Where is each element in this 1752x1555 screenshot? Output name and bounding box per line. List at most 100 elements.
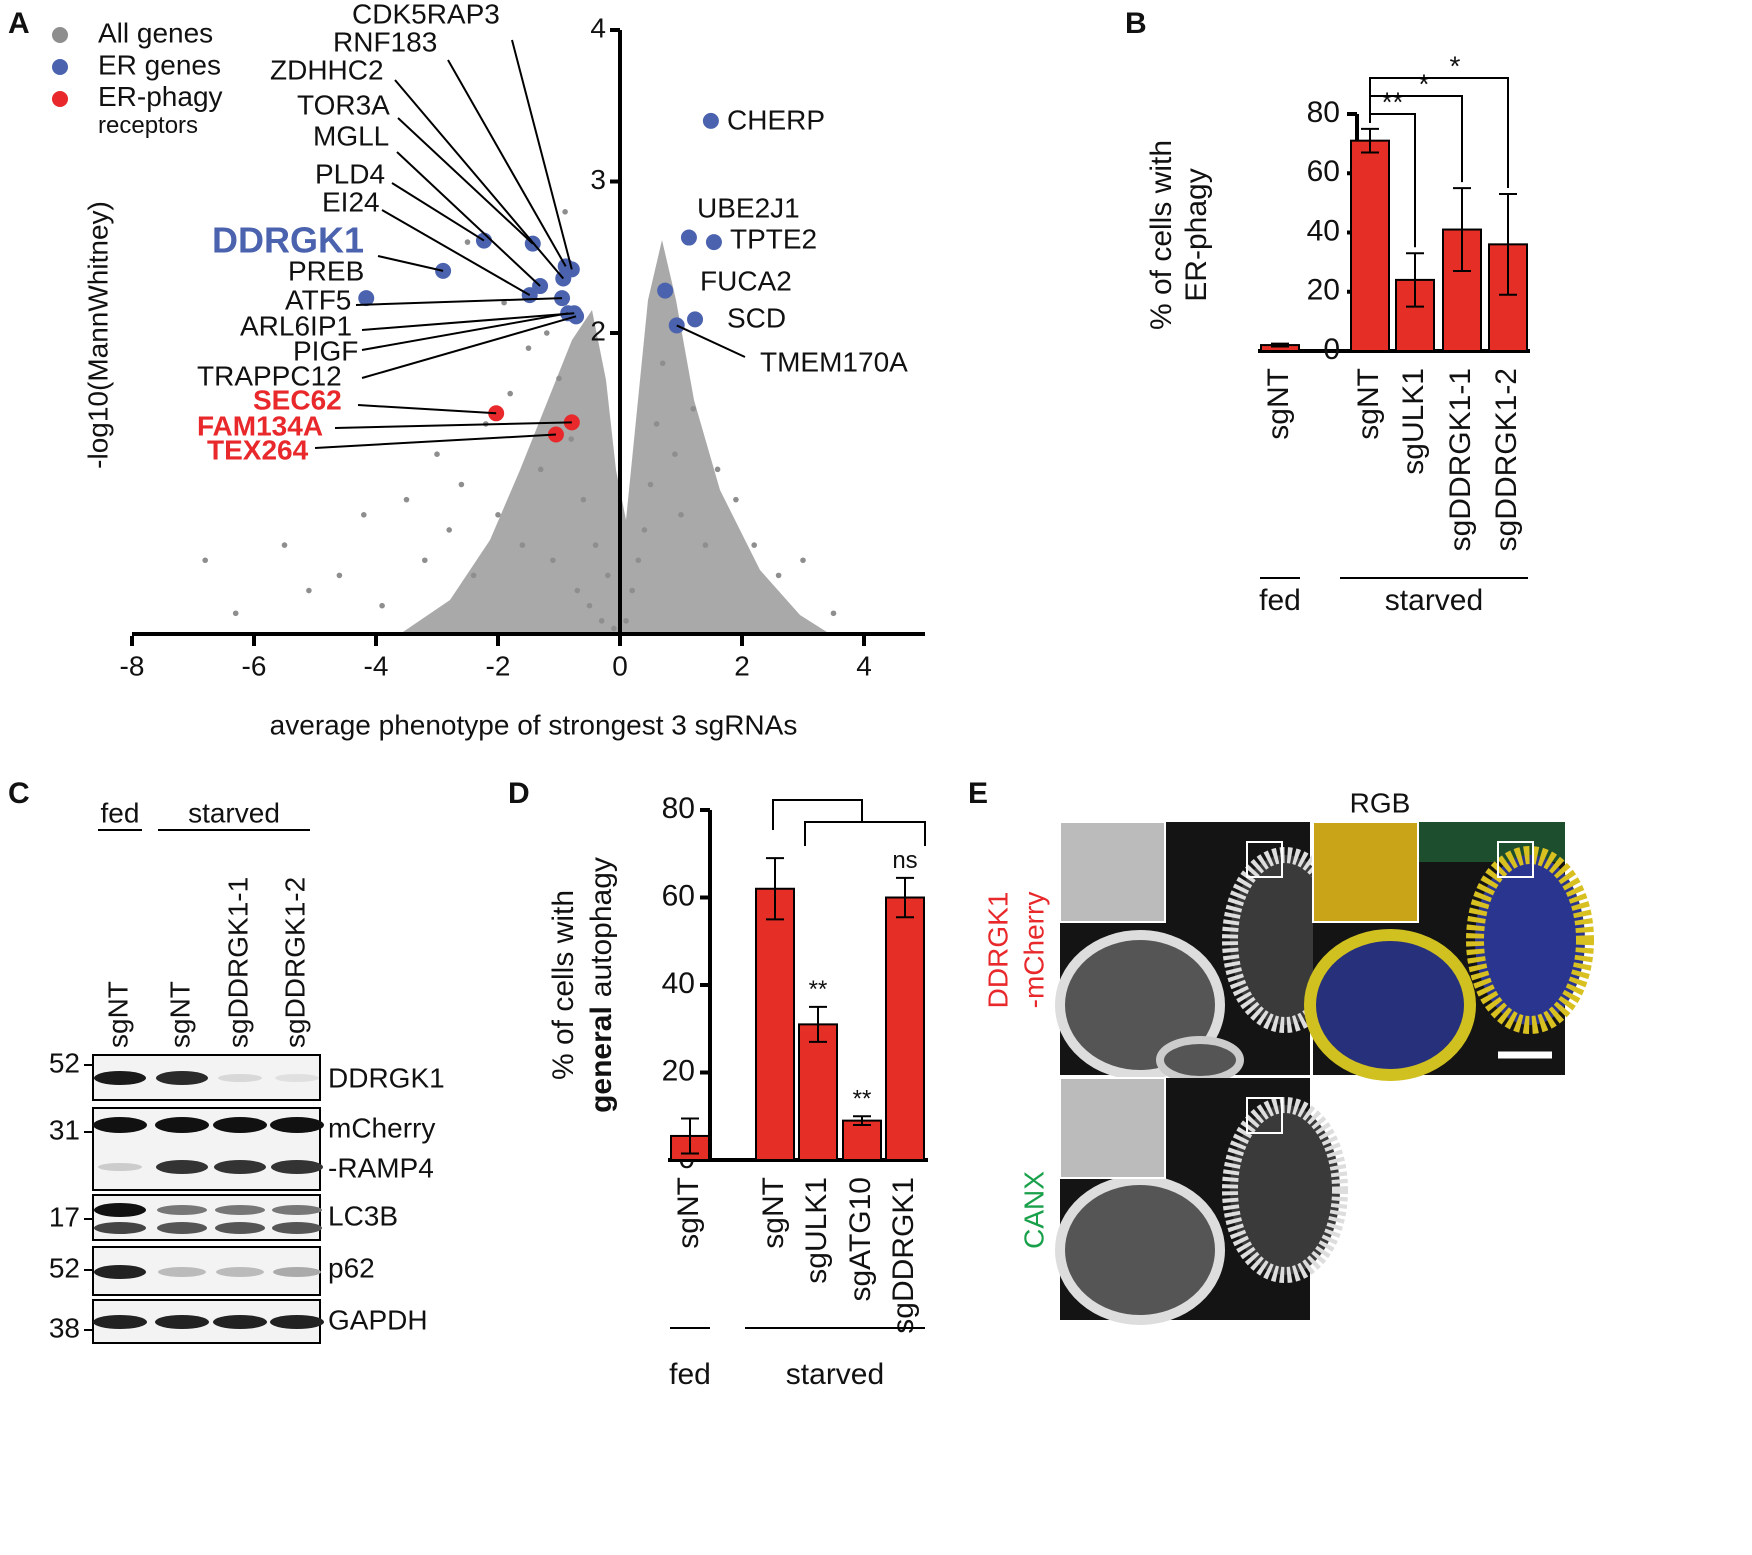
leader-line <box>447 59 567 267</box>
point <box>556 375 562 382</box>
band-label: -RAMP4 <box>328 1152 434 1183</box>
leader-line <box>397 117 534 245</box>
x-tick-label: sgATG10 <box>844 1177 877 1302</box>
blot-frames <box>92 1054 321 1344</box>
y-axis-label: ER-phagy <box>1180 168 1213 301</box>
point <box>446 527 453 533</box>
y-axis-label-part: general <box>585 1006 618 1113</box>
point <box>647 481 654 488</box>
point <box>281 542 288 548</box>
point <box>336 572 343 579</box>
point <box>605 572 611 579</box>
point <box>562 209 568 215</box>
y-tick-label: 40 <box>1307 214 1340 247</box>
point <box>464 239 471 245</box>
y-tick-label: 0 <box>1323 333 1340 366</box>
highlight-point <box>680 229 697 246</box>
point <box>434 451 440 458</box>
y-tick-label: 4 <box>590 12 606 43</box>
point-label: TMEM170A <box>760 346 908 377</box>
image-panel <box>1055 821 1348 1084</box>
y-axis-label-part: % of cells with <box>547 890 580 1080</box>
group-label: starved <box>188 797 280 828</box>
point <box>598 618 605 624</box>
point-label: SCD <box>727 302 786 333</box>
point <box>525 345 532 351</box>
point <box>232 610 239 617</box>
channel-label: CANX <box>1018 1171 1049 1249</box>
point-label: FAM134A <box>197 410 323 441</box>
leader-line <box>361 312 569 351</box>
point <box>458 481 465 488</box>
group-label: fed <box>669 1358 711 1391</box>
leader-line <box>391 182 485 242</box>
point <box>422 557 428 564</box>
highlight-point <box>358 290 375 307</box>
error-bar <box>766 857 784 921</box>
point <box>544 330 550 336</box>
significance-bracket <box>804 821 926 846</box>
western-blot: fed starved sgNT sgNT sgDDRGK1-1 sgDDRGK… <box>49 797 445 1344</box>
lane-label: sgDDRGK1-1 <box>222 877 253 1048</box>
group-label: starved <box>786 1358 884 1391</box>
band-label: DDRGK1 <box>328 1062 445 1093</box>
point <box>690 405 696 412</box>
error-bar <box>1406 252 1424 308</box>
point-label: SEC62 <box>253 384 342 415</box>
point-label: UBE2J1 <box>697 192 800 223</box>
point-label: FUCA2 <box>700 265 792 296</box>
panel-label: D <box>508 777 530 810</box>
point <box>733 496 739 503</box>
image-title: RGB <box>1350 787 1411 818</box>
legend-label: All genes <box>98 17 213 48</box>
band-label: mCherry <box>328 1112 435 1143</box>
size-marker: 38 <box>49 1312 80 1343</box>
highlight-point <box>687 311 704 328</box>
point <box>830 610 837 617</box>
x-tick-label: -8 <box>120 650 145 681</box>
point <box>470 572 477 579</box>
point-label: PIGF <box>293 335 358 366</box>
significance-bracket <box>1369 77 1509 188</box>
point-label: ZDHHC2 <box>270 54 384 85</box>
lane-label: sgNT <box>164 981 195 1048</box>
point-label: TEX264 <box>207 434 309 465</box>
bar <box>885 896 925 1161</box>
error-bar <box>1271 342 1289 348</box>
point <box>641 527 648 533</box>
x-tick-label: sgNT <box>757 1177 790 1249</box>
x-tick-label: sgDDRGK1 <box>887 1177 920 1334</box>
legend-marker <box>52 59 68 75</box>
y-axis-label-part: ER-phagy <box>1180 168 1213 301</box>
y-tick-label: 60 <box>662 879 695 912</box>
error-bar <box>1499 192 1517 296</box>
highlight-point <box>657 282 674 299</box>
point <box>403 496 410 503</box>
leader-line <box>361 312 575 331</box>
point-label: CDK5RAP3 <box>352 0 500 29</box>
significance-label: ** <box>809 976 828 1003</box>
size-marker: 52 <box>49 1252 80 1283</box>
x-tick-label: sgDDRGK1-1 <box>1444 368 1477 551</box>
point-label: TOR3A <box>297 89 390 120</box>
image-panel <box>1304 821 1594 1081</box>
point <box>714 466 721 473</box>
point <box>672 451 678 458</box>
point <box>775 572 782 579</box>
point-label: MGLL <box>313 120 389 151</box>
panel-label: B <box>1125 7 1147 40</box>
leader-line <box>396 151 541 287</box>
point <box>501 299 507 306</box>
y-tick-label: 20 <box>1307 274 1340 307</box>
point <box>611 625 617 632</box>
y-tick-label: 20 <box>662 1054 695 1087</box>
size-marker: 31 <box>49 1114 80 1145</box>
panel-label: E <box>968 777 988 810</box>
point <box>580 496 587 503</box>
lane-label: sgNT <box>102 981 133 1048</box>
point-label: TRAPPC12 <box>197 360 342 391</box>
x-tick-label: 4 <box>856 650 872 681</box>
leader-line <box>361 315 577 379</box>
point-label: DDRGK1 <box>212 220 364 261</box>
leader-line <box>334 421 572 429</box>
